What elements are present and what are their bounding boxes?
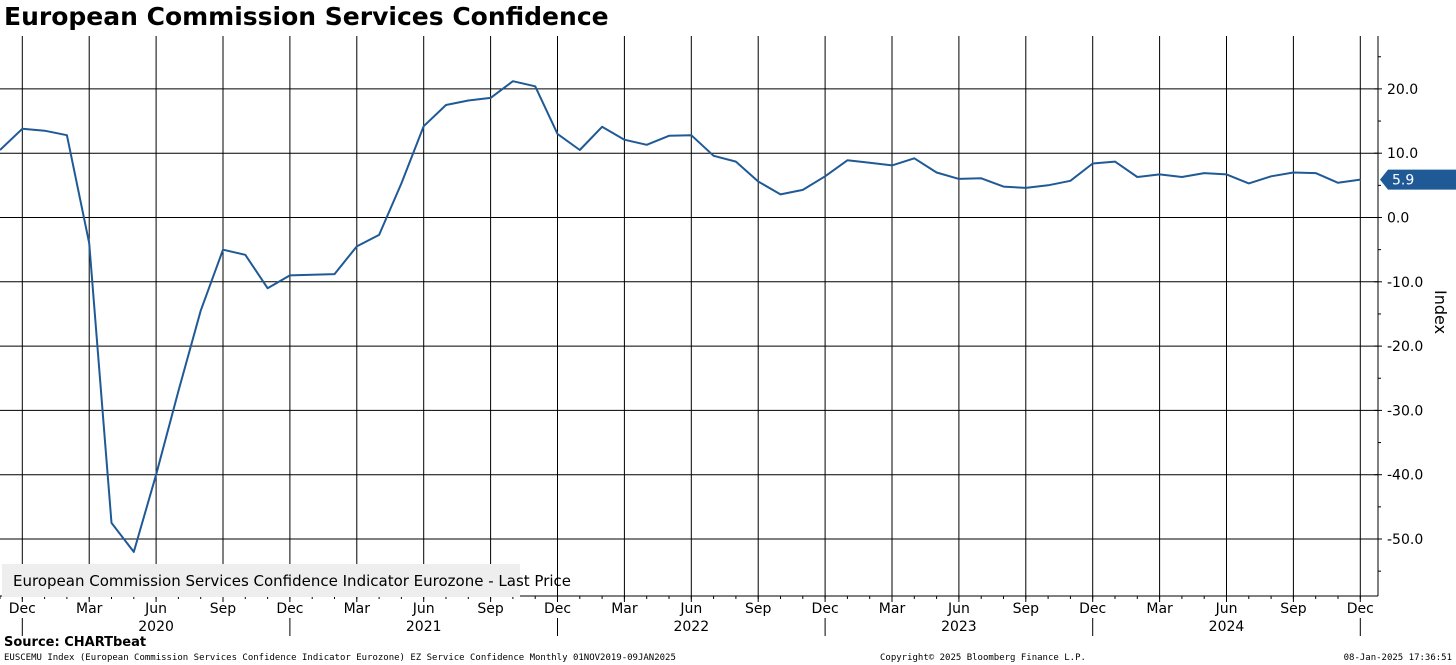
chart-title: European Commission Services Confidence xyxy=(4,2,609,31)
y-tick-label: 10.0 xyxy=(1387,146,1418,162)
x-tick-label: Dec xyxy=(544,601,571,617)
x-tick-label: Mar xyxy=(611,601,638,617)
last-value-tag-bg xyxy=(1380,169,1456,190)
y-tick-label: -40.0 xyxy=(1387,468,1423,484)
source-note: Source: CHARTbeat xyxy=(4,635,147,650)
x-tick-label: Dec xyxy=(1079,601,1106,617)
x-tick-label: Dec xyxy=(1347,601,1374,617)
x-tick-label: Mar xyxy=(1146,601,1173,617)
x-axis-ticks: Dec Mar Jun Sep Dec Mar Jun Sep Dec Mar Jun Sep Dec M… xyxy=(0,596,1374,636)
y-tick-label: -50.0 xyxy=(1387,532,1423,548)
x-tick-label: Dec xyxy=(9,601,36,617)
y-axis-label: Index xyxy=(1431,290,1450,335)
x-tick-label: Jun xyxy=(679,601,702,617)
series-line-group xyxy=(0,80,1361,553)
footer-timestamp: 08-Jan-2025 17:36:51 xyxy=(1343,653,1452,663)
last-value-tag: 5.9 xyxy=(1380,169,1456,190)
y-tick-label: -20.0 xyxy=(1387,339,1423,355)
x-tick-label: Dec xyxy=(276,601,303,617)
last-value-label: 5.9 xyxy=(1392,173,1414,189)
x-year-label: 2024 xyxy=(1209,619,1245,635)
x-tick-label: Sep xyxy=(745,601,772,617)
grid-lines xyxy=(0,36,1378,596)
x-tick-label: Jun xyxy=(1215,601,1238,617)
series-line xyxy=(0,80,1361,553)
x-tick-label: Mar xyxy=(76,601,103,617)
x-tick-label: Sep xyxy=(210,601,237,617)
x-tick-label: Sep xyxy=(1013,601,1040,617)
x-year-label: 2023 xyxy=(941,619,977,635)
x-tick-label: Jun xyxy=(144,601,167,617)
y-tick-label: -10.0 xyxy=(1387,275,1423,291)
x-year-label: 2021 xyxy=(406,619,442,635)
y-tick-label: 20.0 xyxy=(1387,82,1418,98)
footer-copyright: Copyright© 2025 Bloomberg Finance L.P. xyxy=(880,653,1086,663)
footer-description: EUSCEMU Index (European Commission Servi… xyxy=(4,653,676,663)
x-tick-label: Sep xyxy=(477,601,504,617)
x-tick-label: Mar xyxy=(344,601,371,617)
y-axis-ticks: 20.0 10.0 0.0 -10.0 -20.0 -30.0 -40.0 -50.0 xyxy=(1374,56,1423,572)
y-tick-label: -30.0 xyxy=(1387,403,1423,419)
legend: European Commission Services Confidence … xyxy=(2,564,571,597)
x-year-label: 2020 xyxy=(138,619,174,635)
x-tick-label: Sep xyxy=(1280,601,1307,617)
y-tick-label: 0.0 xyxy=(1387,211,1409,227)
x-tick-label: Jun xyxy=(947,601,970,617)
x-tick-label: Dec xyxy=(812,601,839,617)
legend-label: European Commission Services Confidence … xyxy=(13,571,572,590)
x-tick-label: Jun xyxy=(412,601,435,617)
x-year-label: 2022 xyxy=(673,619,709,635)
x-tick-label: Mar xyxy=(879,601,906,617)
plot-frame xyxy=(0,36,1379,597)
